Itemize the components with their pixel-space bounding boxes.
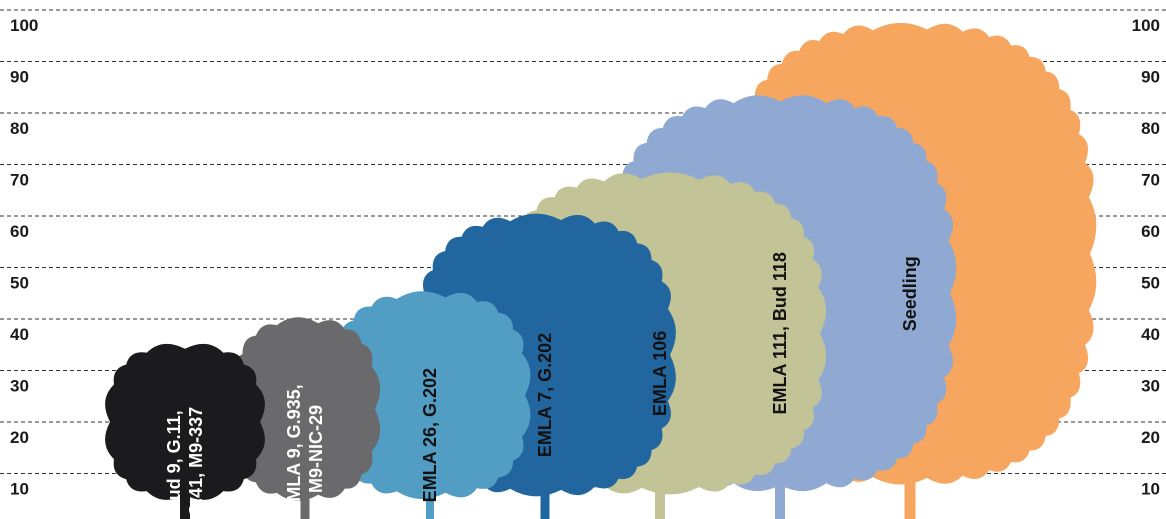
- left-tick-label-30: 30: [10, 377, 29, 396]
- tree-2: [228, 317, 381, 519]
- left-tick-label-40: 40: [10, 325, 29, 344]
- right-tick-label-100: 100: [1132, 16, 1160, 35]
- left-tick-label-50: 50: [10, 274, 29, 293]
- tree-canopy: [228, 317, 381, 501]
- tree-label-line: G.41, M9-337: [186, 407, 206, 517]
- tree-canopy: [328, 291, 531, 500]
- tree-3: [328, 291, 531, 519]
- tree-label-2: EMLA 9, G.935, M9-NIC-29: [284, 384, 326, 513]
- tree-label-line: Seedling: [900, 256, 920, 331]
- tree-label-line: Bud 9, G.11,: [164, 410, 184, 513]
- tree-label-1: Bud 9, G.11, G.41, M9-337: [164, 407, 206, 517]
- tree-label-line: M9-NIC-29: [306, 405, 326, 493]
- trees: [105, 22, 1097, 519]
- right-tick-label-10: 10: [1141, 480, 1160, 499]
- tree-label-line: EMLA 9, G.935,: [284, 384, 304, 513]
- tree-label-3: EMLA 26, G.202: [420, 368, 440, 502]
- right-tick-label-70: 70: [1141, 171, 1160, 190]
- left-tick-label-100: 100: [10, 16, 38, 35]
- tree-label-6: EMLA 111, Bud 118: [770, 252, 790, 414]
- right-tick-label-40: 40: [1141, 325, 1160, 344]
- tree-label-line: EMLA 7, G.202: [535, 333, 555, 457]
- left-tick-label-20: 20: [10, 428, 29, 447]
- tree-label-line: EMLA 106: [650, 331, 670, 416]
- y-axis-ticks: 10 10 20 20 30 30 40 40 50 50 60 60 70 70 80 80 90 90 100 1…: [10, 16, 1160, 499]
- tree-label-4: EMLA 7, G.202: [535, 333, 555, 457]
- tree-label-5: EMLA 106: [650, 331, 670, 416]
- right-tick-label-80: 80: [1141, 119, 1160, 138]
- left-tick-label-90: 90: [10, 68, 29, 87]
- left-tick-label-70: 70: [10, 171, 29, 190]
- right-tick-label-30: 30: [1141, 377, 1160, 396]
- left-tick-label-60: 60: [10, 222, 29, 241]
- right-tick-label-50: 50: [1141, 274, 1160, 293]
- right-tick-label-90: 90: [1141, 68, 1160, 87]
- left-tick-label-10: 10: [10, 480, 29, 499]
- tree-label-line: EMLA 26, G.202: [420, 368, 440, 502]
- tree-labels: Seedling EMLA 111, Bud 118 EMLA 106 EMLA 7,…: [164, 252, 920, 517]
- tree-1: [105, 343, 265, 519]
- tree-canopy: [105, 343, 265, 500]
- tree-label-7: Seedling: [900, 256, 920, 331]
- right-tick-label-60: 60: [1141, 222, 1160, 241]
- right-tick-label-20: 20: [1141, 428, 1160, 447]
- left-tick-label-80: 80: [10, 119, 29, 138]
- tree-label-line: EMLA 111, Bud 118: [770, 252, 790, 414]
